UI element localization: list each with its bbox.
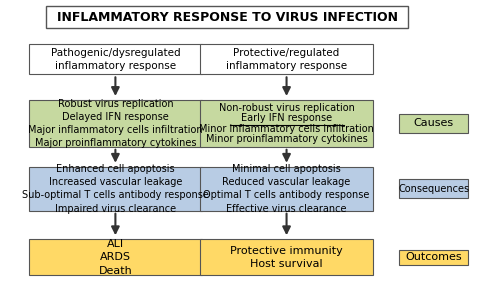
FancyBboxPatch shape xyxy=(200,239,373,275)
Text: ALI
ARDS
Death: ALI ARDS Death xyxy=(98,239,132,276)
Text: Minor proinflammatory cytokines: Minor proinflammatory cytokines xyxy=(206,134,368,144)
FancyBboxPatch shape xyxy=(200,167,373,211)
Text: Pathogenic/dysregulated
inflammatory response: Pathogenic/dysregulated inflammatory res… xyxy=(50,48,180,71)
FancyBboxPatch shape xyxy=(28,100,202,147)
FancyBboxPatch shape xyxy=(28,167,202,211)
FancyBboxPatch shape xyxy=(200,100,373,147)
Text: INFLAMMATORY RESPONSE TO VIRUS INFECTION: INFLAMMATORY RESPONSE TO VIRUS INFECTION xyxy=(57,11,397,24)
Text: Consequences: Consequences xyxy=(398,184,469,194)
Text: Causes: Causes xyxy=(414,119,454,128)
Text: Protective/regulated
inflammatory response: Protective/regulated inflammatory respon… xyxy=(226,48,347,71)
FancyBboxPatch shape xyxy=(28,239,202,275)
FancyBboxPatch shape xyxy=(47,6,408,28)
Text: Non-robust virus replication: Non-robust virus replication xyxy=(219,103,354,113)
FancyBboxPatch shape xyxy=(200,44,373,74)
FancyBboxPatch shape xyxy=(399,114,468,133)
Text: Minimal cell apoptosis
Reduced vascular leakage
Optimal T cells antibody respons: Minimal cell apoptosis Reduced vascular … xyxy=(203,164,370,214)
Text: Outcomes: Outcomes xyxy=(406,252,462,262)
Text: Robust virus replication
Delayed IFN response
Major inflammatory cells infiltrat: Robust virus replication Delayed IFN res… xyxy=(28,99,203,148)
Text: Early IFN response: Early IFN response xyxy=(241,113,332,123)
Text: Enhanced cell apoptosis
Increased vascular leakage
Sub-optimal T cells antibody : Enhanced cell apoptosis Increased vascul… xyxy=(22,164,209,214)
Text: Minor inflammatory cells infiltration: Minor inflammatory cells infiltration xyxy=(199,124,374,134)
FancyBboxPatch shape xyxy=(399,179,468,198)
FancyBboxPatch shape xyxy=(399,250,468,265)
Text: Protective immunity
Host survival: Protective immunity Host survival xyxy=(230,246,343,269)
FancyBboxPatch shape xyxy=(28,44,202,74)
